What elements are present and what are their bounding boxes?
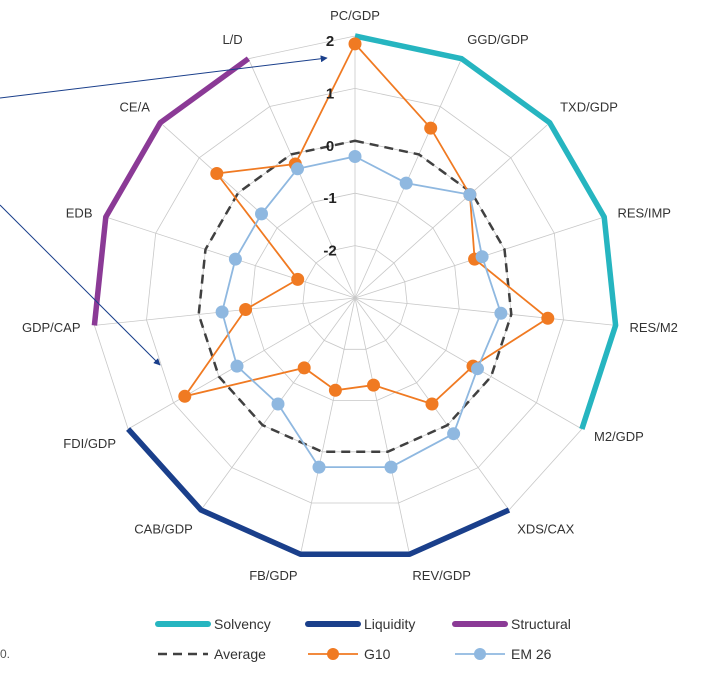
tick-label: 1 (326, 85, 334, 102)
tick-label: 0 (326, 138, 334, 155)
series-point-em-26 (228, 252, 242, 266)
series-point-g10 (348, 37, 362, 51)
series-line-average (197, 139, 513, 454)
tick-label: -2 (323, 243, 336, 260)
axis-label: XDS/CAX (517, 521, 574, 536)
series-point-em-26 (215, 305, 229, 319)
series-point-em-26 (271, 397, 285, 411)
axis-label: M2/GDP (594, 429, 644, 444)
series-point-em-26 (348, 150, 362, 163)
series-point-em-26 (399, 176, 413, 190)
series-point-g10 (424, 121, 438, 135)
series-point-g10 (367, 378, 380, 392)
grid-ring (146, 87, 564, 504)
grid-ring (302, 245, 408, 350)
series-point-em-26 (494, 306, 508, 320)
axis-label: FDI/GDP (63, 436, 116, 451)
axis-label: CE/A (120, 99, 151, 114)
axis-label: RES/M2 (630, 320, 678, 335)
grid-spoke (300, 297, 356, 555)
legend-label: Solvency (214, 616, 271, 632)
legend-label: EM 26 (511, 646, 552, 662)
group-outline-structural (91, 56, 251, 326)
series-point-g10 (328, 383, 342, 397)
legend-label: Average (214, 646, 266, 662)
axis-labels: PC/GDP GGD/GDP TXD/GDP RES/IMP RES/M2 M2/GDP X… (22, 8, 678, 583)
series-layer (178, 37, 555, 474)
series-point-em-26 (230, 359, 244, 373)
series-point-em-26 (312, 460, 326, 474)
series-point-em-26 (447, 427, 461, 441)
cropped-note-text: 0. (0, 647, 10, 661)
axis-label: L/D (222, 32, 242, 47)
annotation-arrow (0, 204, 161, 366)
tick-labels: 2 1 0 -1 -2 (323, 33, 336, 260)
axis-label: REV/GDP (412, 568, 471, 583)
grid-spoke (354, 122, 550, 299)
series-point-g10 (541, 311, 555, 325)
grid-spoke (248, 58, 356, 299)
legend-marker-em-26 (474, 648, 486, 660)
tick-label: -1 (323, 190, 336, 207)
legend-marker-g10 (327, 648, 339, 660)
series-line-g10 (182, 42, 550, 406)
group-outline-solvency (354, 33, 619, 430)
series-point-em-26 (463, 188, 477, 202)
legend-label: G10 (364, 646, 391, 662)
series-point-g10 (291, 272, 305, 286)
annotation-arrow (0, 55, 328, 99)
axis-label: GGD/GDP (467, 32, 528, 47)
grid-spoke (354, 297, 410, 555)
series-point-em-26 (291, 162, 304, 176)
grid-ring (250, 192, 460, 401)
series-point-g10 (210, 167, 224, 180)
series-point-g10 (425, 397, 439, 411)
series-point-em-26 (471, 362, 484, 376)
series-point-em-26 (255, 207, 268, 221)
axis-label: TXD/GDP (560, 99, 618, 114)
tick-label: 2 (326, 33, 334, 50)
axis-label: RES/IMP (618, 206, 671, 221)
series-line-em-26 (221, 155, 502, 469)
legend-label: Structural (511, 616, 571, 632)
group-outline-liquidity (126, 427, 511, 558)
axis-label: PC/GDP (330, 8, 380, 23)
series-point-g10 (239, 303, 253, 316)
axis-label: CAB/GDP (134, 521, 193, 536)
legend-label: Liquidity (364, 616, 415, 632)
series-point-em-26 (384, 460, 398, 474)
grid-spoke (354, 297, 616, 326)
axis-label: FB/GDP (249, 568, 297, 583)
legend: Solvency Liquidity Structural Average G10 EM … (155, 616, 571, 662)
series-point-g10 (297, 361, 311, 375)
series-point-g10 (178, 389, 192, 403)
annotations: 0. (0, 55, 328, 661)
axis-label: EDB (66, 206, 93, 221)
series-point-em-26 (475, 250, 489, 264)
group-outlines (91, 33, 619, 558)
axis-label: GDP/CAP (22, 320, 81, 335)
